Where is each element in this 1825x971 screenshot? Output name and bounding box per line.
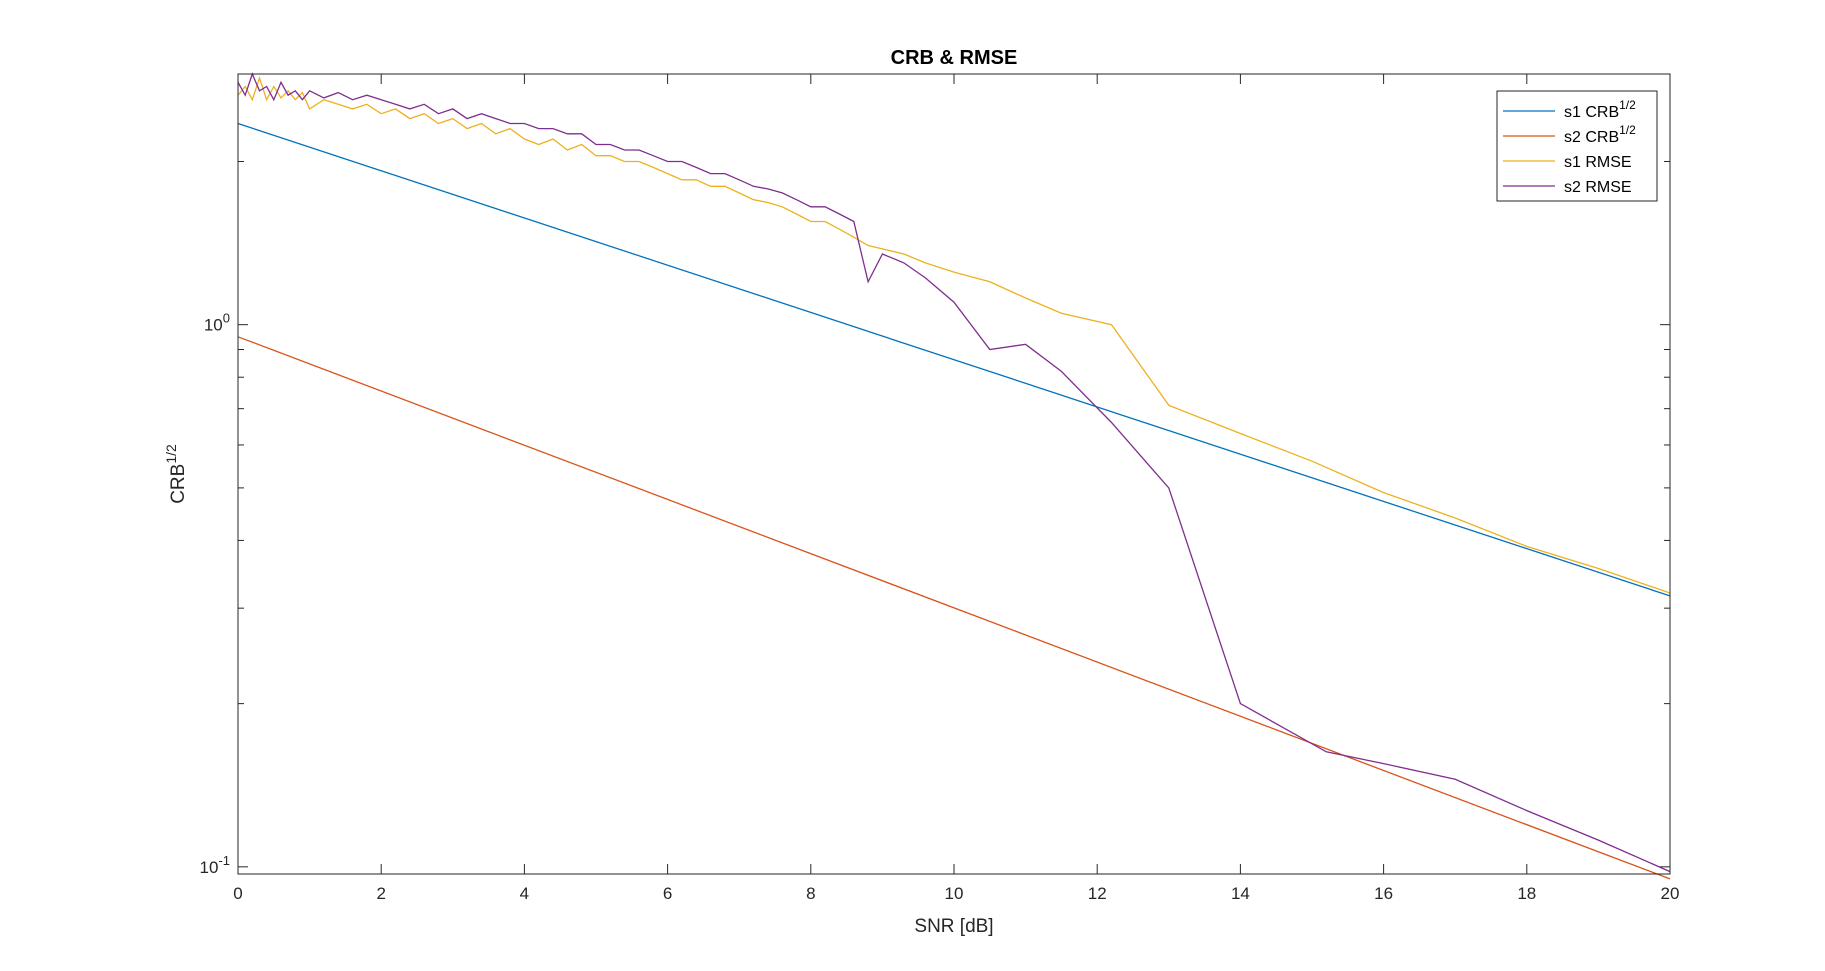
y-tick-label-exponent: 0 xyxy=(223,311,230,326)
y-tick-label-exponent: -1 xyxy=(218,853,230,868)
x-axis-label: SNR [dB] xyxy=(914,916,993,937)
series-line-4 xyxy=(237,72,1671,873)
legend-label-superscript: 1/2 xyxy=(1619,123,1636,137)
x-tick-label: 14 xyxy=(1231,884,1250,903)
x-tick-label: 4 xyxy=(520,884,529,903)
legend-label-name: s1 RMSE xyxy=(1564,154,1632,171)
legend-label-2: s2 CRB1/2 xyxy=(1564,123,1636,146)
y-axis-label-base: CRB xyxy=(168,464,189,504)
legend-box xyxy=(1496,90,1658,202)
y-axis-label-superscript: 1/2 xyxy=(163,444,179,464)
chart-title: CRB & RMSE xyxy=(891,47,1018,69)
series-layer xyxy=(237,72,1671,880)
legend-label-1: s1 CRB1/2 xyxy=(1564,98,1636,121)
series-line-1 xyxy=(237,122,1671,597)
plot-area xyxy=(238,74,1670,874)
legend-label-name: s2 CRB xyxy=(1564,129,1619,146)
x-tick-label: 16 xyxy=(1374,884,1393,903)
series-line-3 xyxy=(237,76,1671,594)
x-tick-label: 6 xyxy=(663,884,672,903)
legend-label-3: s1 RMSE xyxy=(1564,154,1632,171)
x-tick-label: 0 xyxy=(233,884,242,903)
legend-label-superscript: 1/2 xyxy=(1619,98,1636,112)
x-tick-label: 10 xyxy=(945,884,964,903)
x-tick-label: 12 xyxy=(1088,884,1107,903)
legend-label-name: s1 CRB xyxy=(1564,104,1619,121)
y-tick-label: 10-1 xyxy=(200,853,230,877)
x-tick-label: 8 xyxy=(806,884,815,903)
legend-label-4: s2 RMSE xyxy=(1564,179,1632,196)
x-tick-label: 20 xyxy=(1661,884,1680,903)
legend-label-name: s2 RMSE xyxy=(1564,179,1632,196)
x-tick-label: 18 xyxy=(1517,884,1536,903)
x-axis-ticks: 0 2 4 6 8 10 12 14 16 18 20 xyxy=(233,74,1679,903)
x-tick-label: 2 xyxy=(376,884,385,903)
y-axis-label-group: CRB1/2 xyxy=(163,444,189,504)
y-tick-label: 100 xyxy=(204,311,230,335)
series-line-2 xyxy=(237,336,1671,880)
y-tick-label-base: 10 xyxy=(204,316,223,335)
y-tick-label-base: 10 xyxy=(200,858,219,877)
y-axis-label: CRB1/2 xyxy=(163,444,189,504)
